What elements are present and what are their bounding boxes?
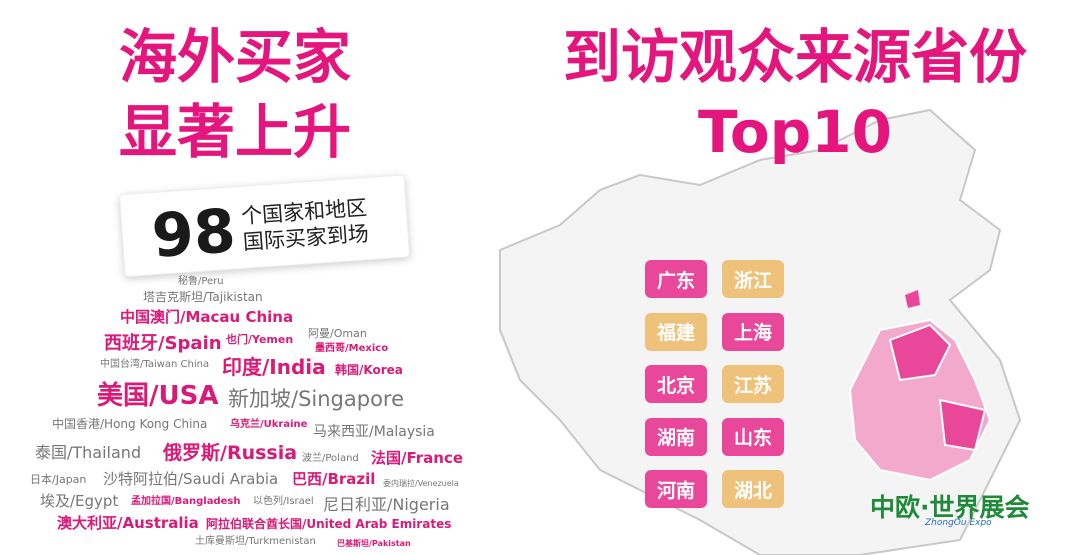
province-badge: 江苏 (722, 365, 784, 403)
country-label: 中国台湾/Taiwan China (100, 359, 210, 370)
title-line: 显著上升 (118, 98, 351, 166)
right-title: 到访观众来源省份 Top10 (520, 28, 1070, 161)
country-label: 埃及/Egypt (40, 492, 119, 510)
country-label: 西班牙/Spain (104, 333, 222, 354)
country-label: 秘鲁/Peru (178, 276, 224, 287)
logo-name: 中欧·世界展会 (870, 493, 1030, 522)
title-line: Top10 (698, 98, 892, 166)
province-badge: 湖北 (722, 470, 784, 508)
country-label: 孟加拉国/Bangladesh (131, 496, 241, 507)
country-label: 美国/USA (97, 381, 219, 411)
country-label: 俄罗斯/Russia (163, 442, 298, 464)
province-badge: 上海 (722, 312, 784, 351)
highlight-region (938, 398, 987, 452)
province-badge: 河南 (645, 470, 707, 508)
country-label: 印度/India (222, 355, 326, 379)
highlight-number: 98 (149, 196, 238, 272)
country-label: 土库曼斯坦/Turkmenistan (195, 536, 316, 547)
country-label: 中国澳门/Macau China (120, 308, 294, 326)
province-badge: 北京 (645, 365, 707, 403)
country-label: 中国香港/Hong Kong China (52, 417, 208, 431)
highlight-region (905, 290, 920, 308)
country-label: 巴基斯坦/Pakistan (337, 539, 411, 548)
province-badge: 广东 (645, 260, 707, 298)
left-title: 海外买家 显著上升 (95, 28, 375, 161)
country-label: 韩国/Korea (335, 363, 403, 377)
country-label: 日本/Japan (30, 473, 87, 486)
country-label: 阿曼/Oman (308, 327, 367, 340)
country-label: 塔吉克斯坦/Tajikistan (143, 290, 263, 304)
logo-subtitle: ZhongOu Expo (925, 518, 992, 528)
country-label: 巴西/Brazil (292, 470, 376, 488)
country-label: 阿拉伯联合酋长国/United Arab Emirates (206, 517, 452, 531)
highlight-region (888, 323, 952, 382)
country-label: 委内瑞拉/Venezuela (383, 479, 459, 488)
country-label: 马来西亚/Malaysia (313, 424, 435, 440)
country-label: 泰国/Thailand (35, 443, 142, 462)
country-label: 澳大利亚/Australia (57, 514, 199, 532)
country-label: 以色列/Israel (253, 496, 314, 507)
province-badge: 浙江 (722, 260, 784, 298)
country-label: 沙特阿拉伯/Saudi Arabia (103, 470, 279, 488)
ticket-card (119, 174, 410, 277)
highlight-caption: 个国家和地区 国际买家到场 (240, 195, 369, 256)
country-label: 法国/France (371, 449, 464, 467)
country-label: 尼日利亚/Nigeria (323, 495, 450, 514)
country-label: 墨西哥/Mexico (315, 343, 389, 354)
title-line: 到访观众来源省份 (562, 23, 1027, 91)
country-label: 也门/Yemen (226, 333, 294, 346)
province-badge: 湖南 (645, 417, 707, 456)
country-label: 新加坡/Singapore (228, 387, 405, 411)
country-label: 乌克兰/Ukraine (230, 419, 308, 430)
province-badge: 福建 (645, 312, 707, 351)
province-badge: 山东 (722, 417, 784, 456)
title-line: 海外买家 (118, 23, 351, 91)
country-label: 波兰/Poland (302, 453, 359, 464)
